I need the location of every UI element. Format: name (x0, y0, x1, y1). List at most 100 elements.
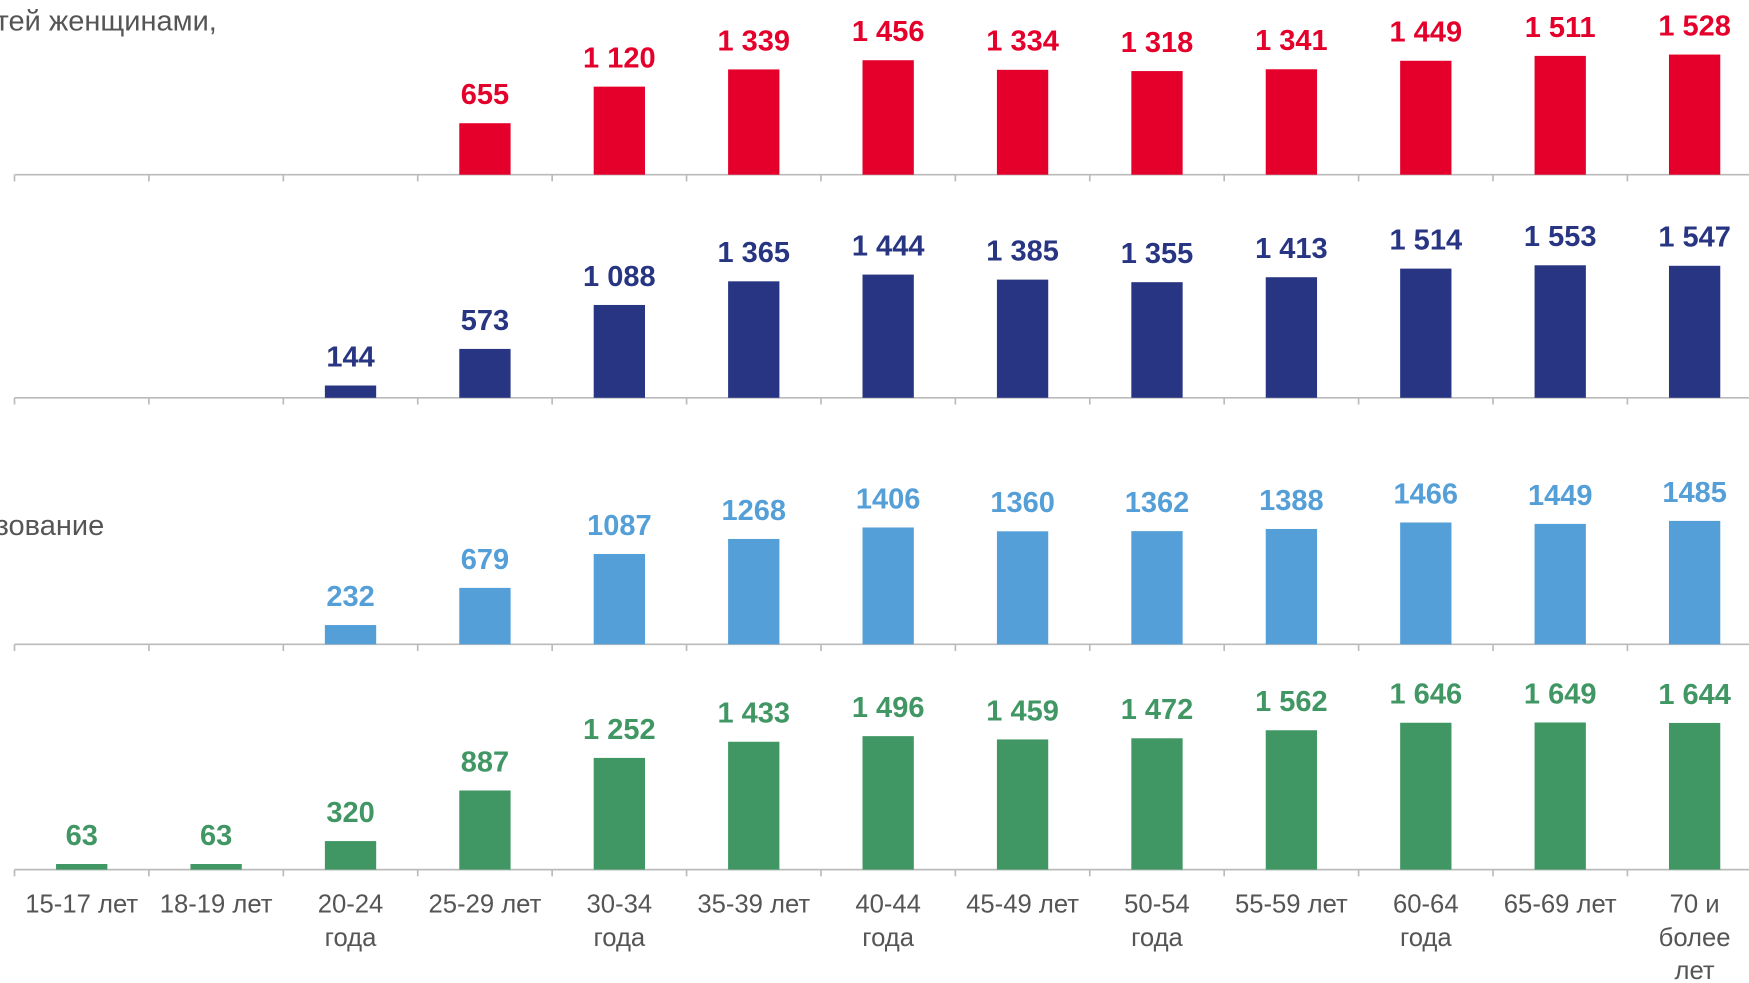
value-label: 1 644 (1658, 679, 1731, 711)
value-label: 1360 (990, 487, 1055, 519)
bar (1534, 722, 1586, 870)
bar (1265, 277, 1318, 398)
bar (1668, 722, 1721, 870)
x-tick-label: 20-24 года (318, 890, 384, 951)
panel-title: зование (0, 510, 104, 542)
bar (1131, 738, 1183, 870)
bar (862, 60, 914, 175)
bar (996, 279, 1049, 398)
value-label: 1 472 (1121, 694, 1194, 726)
value-label: 1 413 (1255, 233, 1328, 265)
x-tick-label: 55-59 лет (1235, 890, 1348, 918)
bar (459, 348, 511, 398)
x-tick-label: 30-34 года (587, 890, 653, 951)
bar (1131, 282, 1183, 398)
bar (1265, 69, 1318, 175)
x-tick-label: 18-19 лет (160, 890, 273, 918)
value-label: 887 (461, 746, 509, 778)
bar (1400, 722, 1452, 870)
bar (593, 86, 645, 175)
value-label: 144 (326, 341, 374, 373)
bar (996, 531, 1049, 645)
value-label: 1388 (1259, 485, 1324, 517)
x-tick-label: 15-17 лет (25, 890, 138, 918)
bar (728, 281, 780, 398)
bar (459, 587, 511, 645)
x-tick-label: 50-54 года (1124, 890, 1190, 951)
x-tick-label: 25-29 лет (429, 890, 542, 918)
bar (1265, 528, 1318, 645)
value-label: 1 444 (852, 230, 925, 262)
value-label: 1 334 (986, 26, 1059, 58)
value-label: 1 649 (1524, 678, 1597, 710)
x-tick-label: 45-49 лет (966, 890, 1079, 918)
value-label: 63 (200, 820, 232, 852)
bar (862, 736, 914, 870)
value-label: 573 (461, 305, 509, 337)
bar (1534, 523, 1586, 645)
bar (1400, 268, 1452, 398)
value-label: 1466 (1394, 478, 1459, 510)
value-label: 1 646 (1390, 679, 1463, 711)
bar (324, 385, 377, 398)
bar (1668, 54, 1721, 175)
value-label: 1485 (1662, 477, 1727, 509)
bar (459, 790, 511, 870)
bar (996, 69, 1049, 175)
value-label: 1 456 (852, 16, 925, 48)
value-label: 1 433 (717, 698, 790, 730)
bar (1668, 265, 1721, 398)
value-label: 1 553 (1524, 221, 1597, 253)
value-label: 1268 (721, 495, 786, 527)
bar (1131, 71, 1183, 175)
value-label: 679 (461, 544, 509, 576)
value-label: 1 514 (1390, 224, 1463, 256)
bar (56, 864, 108, 870)
value-label: 1 088 (583, 261, 656, 293)
bar (1400, 60, 1452, 175)
value-label: 1 449 (1390, 17, 1463, 49)
x-tick-label: 40-44 года (855, 890, 921, 951)
bar (728, 69, 780, 175)
value-label: 1 547 (1658, 222, 1731, 254)
bar (1668, 520, 1721, 645)
bar (1400, 522, 1452, 645)
bar (996, 739, 1049, 870)
value-label: 320 (326, 797, 374, 829)
bar (593, 757, 645, 870)
bar (593, 553, 645, 645)
value-label: 1 355 (1121, 238, 1194, 270)
value-label: 1 528 (1658, 10, 1731, 42)
bar (862, 527, 914, 645)
value-label: 1 511 (1525, 12, 1596, 44)
panel-title: тей женщинами, (0, 6, 217, 38)
value-label: 1 385 (986, 236, 1059, 268)
bar (593, 304, 645, 398)
x-tick-label: 65-69 лет (1504, 890, 1617, 918)
bar (1534, 55, 1586, 175)
value-label: 232 (326, 581, 374, 613)
value-label: 655 (461, 79, 509, 111)
value-label: 1 339 (717, 25, 790, 57)
value-label: 1 341 (1255, 25, 1328, 57)
value-label: 63 (66, 820, 98, 852)
value-label: 1362 (1125, 487, 1190, 519)
value-label: 1 318 (1121, 27, 1194, 59)
value-label: 1087 (587, 510, 652, 542)
value-label: 1 252 (583, 714, 656, 746)
bar (324, 625, 377, 645)
value-label: 1 365 (717, 237, 790, 269)
bar (324, 841, 377, 870)
bar (728, 538, 780, 645)
x-tick-label: 70 и более лет (1659, 890, 1731, 983)
bar (728, 741, 780, 870)
x-tick-label: 60-64 года (1393, 890, 1459, 951)
value-label: 1 120 (583, 43, 656, 75)
bar (862, 274, 914, 398)
value-label: 1406 (856, 483, 921, 515)
bar (1265, 730, 1318, 870)
bar (190, 864, 242, 870)
x-tick-label: 35-39 лет (697, 890, 810, 918)
value-label: 1449 (1528, 480, 1593, 512)
